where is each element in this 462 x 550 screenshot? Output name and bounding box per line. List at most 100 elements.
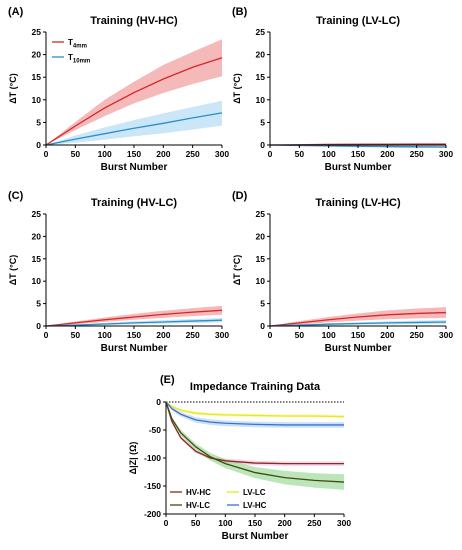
x-tick-label: 150	[351, 330, 365, 340]
x-tick-label: 150	[248, 518, 262, 528]
x-tick-label: 300	[439, 330, 453, 340]
y-tick-label: 10	[32, 276, 42, 286]
y-tick-label: 20	[32, 50, 42, 60]
legend-label-main: T	[68, 38, 73, 47]
y-axis-label: ΔT (°C)	[8, 255, 18, 286]
y-axis-label: ΔT (°C)	[232, 255, 242, 286]
panel-label: (D)	[232, 190, 248, 202]
x-tick-label: 200	[380, 330, 394, 340]
chart-title: Impedance Training Data	[190, 381, 321, 393]
legend-label-sub: 10mm	[73, 59, 90, 65]
chart-panel-a: (A) Training (HV-HC) 0 50 100 150 200 250 300 0 5 1…	[8, 6, 229, 173]
x-tick-label: 150	[351, 149, 365, 159]
x-tick-label: 0	[44, 149, 49, 159]
y-tick-label: 20	[256, 50, 266, 60]
x-axis-label: Burst Number	[222, 531, 289, 542]
x-tick-label: 0	[268, 149, 273, 159]
y-tick-label: 25	[256, 209, 266, 219]
x-tick-label: 250	[307, 518, 321, 528]
y-axis-label: Δ|Z| (Ω)	[128, 442, 138, 475]
chart-panel-c: (C) Training (HV-LC) 0 50 100 150 200 250 300 0 5 1…	[8, 190, 229, 354]
y-tick-label: 15	[256, 72, 266, 82]
y-tick-label: 25	[32, 27, 42, 37]
legend-label: HV-LC	[186, 501, 210, 510]
panel-label: (B)	[232, 6, 248, 18]
x-tick-label: 250	[410, 149, 424, 159]
x-tick-label: 150	[127, 149, 141, 159]
chart-title: Training (HV-HC)	[90, 15, 178, 27]
x-tick-label: 150	[127, 330, 141, 340]
series-line-1	[269, 321, 447, 327]
y-axis-label: ΔT (°C)	[232, 73, 242, 104]
y-tick-label: 0	[156, 397, 161, 407]
y-tick-label: 5	[36, 117, 41, 127]
legend-label: LV-HC	[243, 501, 267, 510]
x-tick-label: 100	[322, 330, 336, 340]
legend-label: T4mm	[68, 38, 87, 50]
y-tick-label: 5	[36, 299, 41, 309]
series-line-0	[45, 309, 223, 327]
series-band-lv-hc	[166, 402, 344, 428]
panel-label: (C)	[8, 190, 24, 202]
x-tick-label: 300	[215, 330, 229, 340]
x-tick-label: 200	[278, 518, 292, 528]
x-tick-label: 100	[98, 149, 112, 159]
series-line-lv-hc	[165, 401, 344, 426]
x-tick-label: 50	[71, 330, 81, 340]
legend-label: T10mm	[68, 53, 90, 65]
legend-label: HV-HC	[186, 488, 211, 497]
x-axis-label: Burst Number	[325, 343, 392, 354]
x-tick-label: 200	[156, 149, 170, 159]
legend-label-main: T	[68, 53, 73, 62]
y-tick-label: 0	[260, 140, 265, 150]
x-tick-label: 100	[218, 518, 232, 528]
y-tick-label: 15	[32, 72, 42, 82]
x-tick-label: 250	[186, 149, 200, 159]
y-tick-label: 0	[36, 321, 41, 331]
x-tick-label: 50	[71, 149, 81, 159]
x-axis-label: Burst Number	[101, 162, 168, 173]
y-tick-label: 5	[260, 117, 265, 127]
x-tick-label: 50	[295, 330, 305, 340]
y-tick-label: 10	[256, 276, 266, 286]
y-tick-label: -100	[144, 453, 161, 463]
x-tick-label: 250	[186, 330, 200, 340]
y-tick-label: -150	[144, 481, 161, 491]
x-tick-label: 50	[295, 149, 305, 159]
chart-title: Training (LV-LC)	[316, 15, 400, 27]
x-axis-label: Burst Number	[325, 162, 392, 173]
chart-panel-e: (E) Impedance Training Data 0 50 100 150 200 25…	[128, 374, 351, 542]
x-tick-label: 100	[98, 330, 112, 340]
y-tick-label: 15	[256, 254, 266, 264]
x-tick-label: 200	[380, 149, 394, 159]
series-line-lv-lc	[165, 401, 345, 418]
y-tick-label: -50	[149, 425, 162, 435]
y-tick-label: 20	[256, 231, 266, 241]
chart-panel-b: (B) Training (LV-LC) 0 50 100 150 200 250 300 0 5 1…	[232, 6, 453, 173]
y-tick-label: 0	[260, 321, 265, 331]
x-tick-label: 50	[191, 518, 201, 528]
y-tick-label: 10	[256, 95, 266, 105]
y-tick-label: 0	[36, 140, 41, 150]
x-tick-label: 300	[215, 149, 229, 159]
x-axis-label: Burst Number	[101, 343, 168, 354]
y-tick-label: 20	[32, 231, 42, 241]
series-line-1	[45, 319, 223, 327]
x-tick-label: 0	[44, 330, 49, 340]
series-band-t10mm	[46, 100, 222, 145]
legend-label: LV-LC	[243, 488, 266, 497]
chart-panel-d: (D) Training (LV-HC) 0 50 100 150 200 250 300 0 5 1…	[232, 190, 453, 354]
y-tick-label: 10	[32, 95, 42, 105]
chart-title: Training (LV-HC)	[315, 197, 401, 209]
x-tick-label: 100	[322, 149, 336, 159]
chart-title: Training (HV-LC)	[91, 197, 178, 209]
series-line-t4mm	[45, 57, 223, 146]
x-tick-label: 0	[164, 518, 169, 528]
x-tick-label: 0	[268, 330, 273, 340]
x-tick-label: 250	[410, 330, 424, 340]
x-tick-label: 200	[156, 330, 170, 340]
series-line-0	[269, 311, 447, 327]
y-tick-label: 25	[256, 27, 266, 37]
panel-label: (A)	[8, 6, 24, 18]
